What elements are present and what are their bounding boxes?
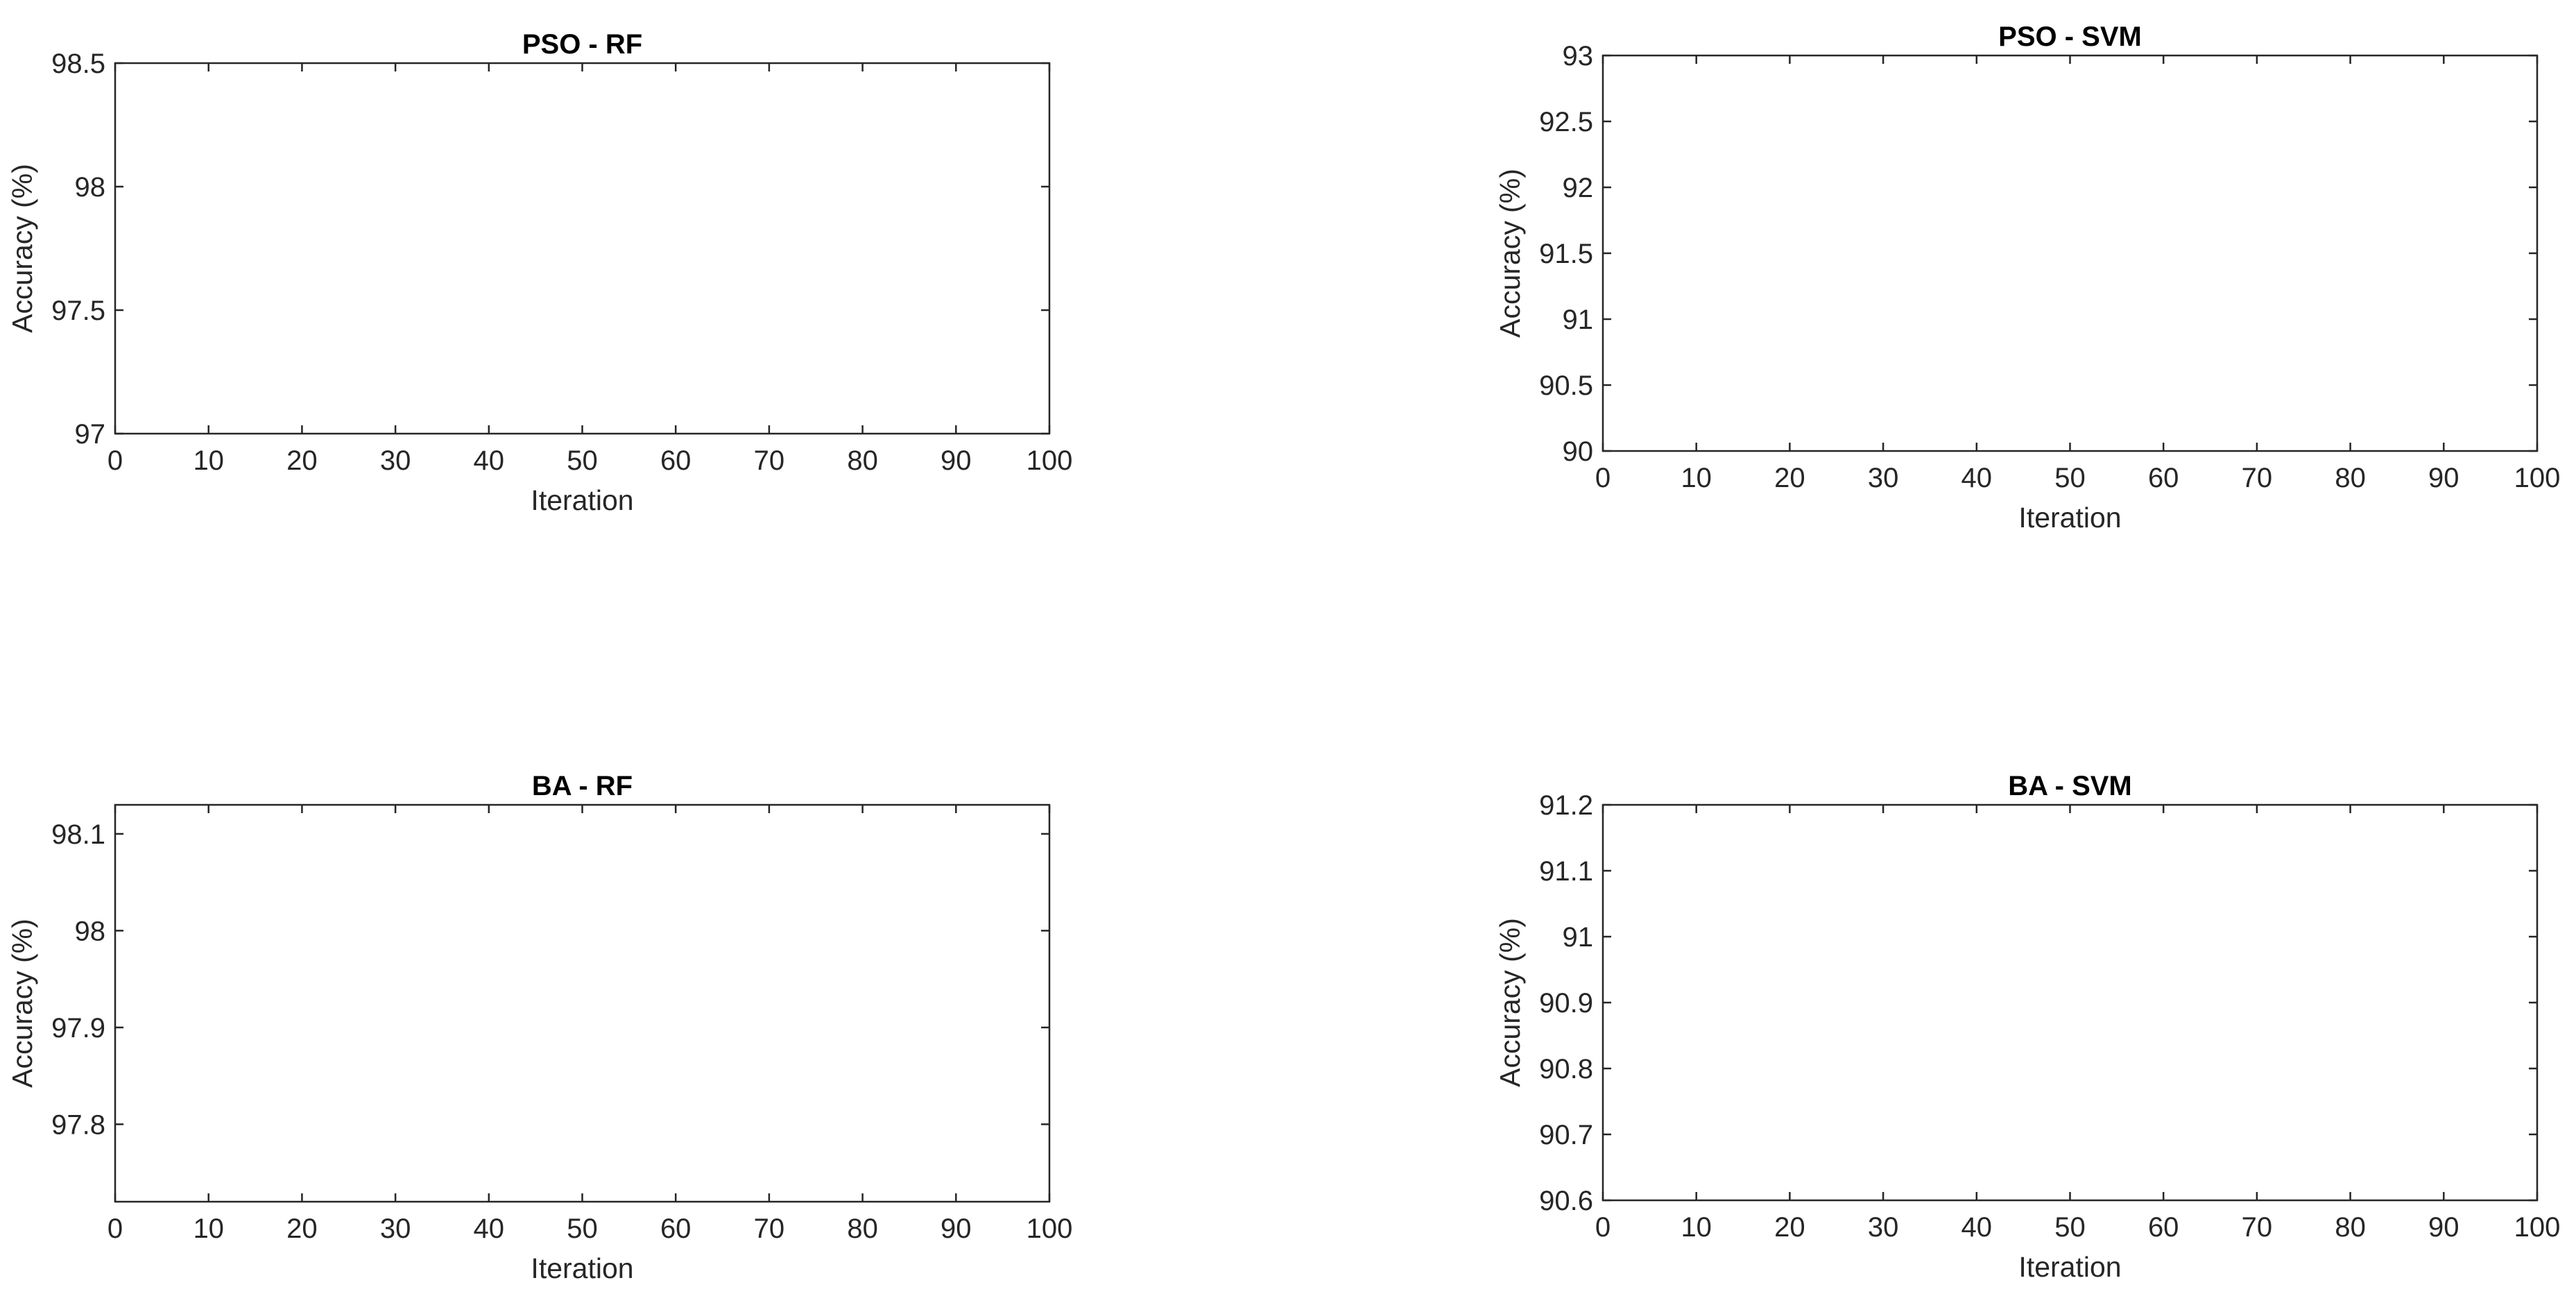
y-tick-label: 97.9 [51, 1013, 105, 1044]
x-tick-label: 50 [2054, 1212, 2086, 1243]
x-tick-label: 40 [474, 445, 505, 476]
x-tick-label: 60 [2148, 463, 2179, 493]
y-tick-label: 98 [75, 916, 106, 946]
x-tick-label: 0 [1595, 1212, 1611, 1243]
y-tick-label: 92.5 [1539, 107, 1593, 137]
y-axis-label: Accuracy (%) [6, 919, 38, 1088]
x-tick-label: 60 [660, 445, 692, 476]
x-axis-label: Iteration [2018, 502, 2121, 534]
x-tick-label: 0 [108, 1213, 123, 1244]
chart-title: PSO - SVM [1998, 22, 2142, 52]
x-tick-label: 90 [941, 1213, 972, 1244]
chart-title: BA - SVM [2008, 771, 2132, 801]
x-tick-label: 10 [193, 445, 224, 476]
y-tick-label: 90.9 [1539, 988, 1593, 1019]
axes-frame [1602, 54, 2539, 452]
y-tick-label: 90.8 [1539, 1054, 1593, 1084]
x-axis-label: Iteration [2018, 1251, 2121, 1283]
x-tick-label: 70 [2242, 463, 2273, 493]
x-tick-label: 10 [1681, 1212, 1712, 1243]
y-axis-label: Accuracy (%) [6, 164, 38, 333]
chart-panel: 0 10 20 30 40 50 60 70 80 90 100 97 97.5 98 98.5 PSO - … [6, 29, 1072, 516]
x-tick-label: 100 [1027, 1213, 1073, 1244]
x-tick-label: 0 [1595, 463, 1611, 493]
chart-panel: 0 10 20 30 40 50 60 70 80 90 100 90.6 90.7 90.8 90.9 91… [1494, 771, 2560, 1283]
y-tick-label: 98.5 [51, 49, 105, 79]
x-tick-label: 70 [2242, 1212, 2273, 1243]
x-tick-label: 90 [941, 445, 972, 476]
x-tick-label: 20 [1774, 463, 1805, 493]
x-tick-label: 40 [474, 1213, 505, 1244]
y-axis-label: Accuracy (%) [1494, 169, 1526, 338]
x-tick-label: 20 [1774, 1212, 1805, 1243]
x-tick-label: 30 [1868, 463, 1899, 493]
x-axis-label: Iteration [531, 484, 633, 516]
y-tick-label: 98 [75, 172, 106, 203]
y-tick-label: 91.5 [1539, 239, 1593, 269]
x-tick-label: 80 [2335, 1212, 2366, 1243]
y-tick-label: 91.1 [1539, 856, 1593, 887]
x-tick-label: 100 [2514, 1212, 2561, 1243]
y-tick-label: 98.1 [51, 819, 105, 850]
y-tick-label: 97.8 [51, 1109, 105, 1140]
x-tick-label: 30 [380, 1213, 411, 1244]
x-tick-label: 50 [567, 1213, 598, 1244]
chart-title: BA - RF [532, 771, 633, 801]
x-tick-label: 100 [1027, 445, 1073, 476]
x-tick-label: 90 [2428, 463, 2459, 493]
x-tick-label: 60 [660, 1213, 692, 1244]
chart-panel: 0 10 20 30 40 50 60 70 80 90 100 97.8 97.9 98 98.1 BA -… [6, 771, 1072, 1284]
chart-panel: 0 10 20 30 40 50 60 70 80 90 100 90 90.5 91 91.5 92 92.5… [1494, 22, 2560, 534]
x-tick-label: 100 [2514, 463, 2561, 493]
axes-frame [114, 803, 1051, 1203]
x-tick-label: 60 [2148, 1212, 2179, 1243]
y-tick-label: 90.5 [1539, 371, 1593, 401]
y-tick-label: 91 [1563, 922, 1594, 953]
y-tick-label: 97 [75, 419, 106, 450]
y-tick-label: 90.7 [1539, 1120, 1593, 1150]
y-tick-label: 90 [1563, 436, 1594, 467]
x-tick-label: 20 [286, 1213, 318, 1244]
axes-frame [1602, 803, 2539, 1202]
x-tick-label: 10 [1681, 463, 1712, 493]
y-axis-label: Accuracy (%) [1494, 918, 1526, 1087]
y-tick-label: 91 [1563, 305, 1594, 335]
axes-frame [114, 62, 1051, 435]
x-tick-label: 70 [754, 445, 785, 476]
chart-title: PSO - RF [522, 29, 642, 60]
x-axis-label: Iteration [531, 1252, 633, 1284]
x-tick-label: 10 [193, 1213, 224, 1244]
x-tick-label: 50 [2054, 463, 2086, 493]
x-tick-label: 40 [1961, 463, 1993, 493]
x-tick-label: 80 [847, 1213, 878, 1244]
x-tick-label: 40 [1961, 1212, 1993, 1243]
x-tick-label: 30 [1868, 1212, 1899, 1243]
x-tick-label: 80 [847, 445, 878, 476]
x-tick-label: 80 [2335, 463, 2366, 493]
x-tick-label: 90 [2428, 1212, 2459, 1243]
x-tick-label: 70 [754, 1213, 785, 1244]
y-tick-label: 90.6 [1539, 1186, 1593, 1216]
y-tick-label: 97.5 [51, 296, 105, 326]
x-tick-label: 0 [108, 445, 123, 476]
y-tick-label: 93 [1563, 41, 1594, 71]
x-tick-label: 30 [380, 445, 411, 476]
x-tick-label: 20 [286, 445, 318, 476]
y-tick-label: 92 [1563, 173, 1594, 203]
x-tick-label: 50 [567, 445, 598, 476]
y-tick-label: 91.2 [1539, 790, 1593, 821]
